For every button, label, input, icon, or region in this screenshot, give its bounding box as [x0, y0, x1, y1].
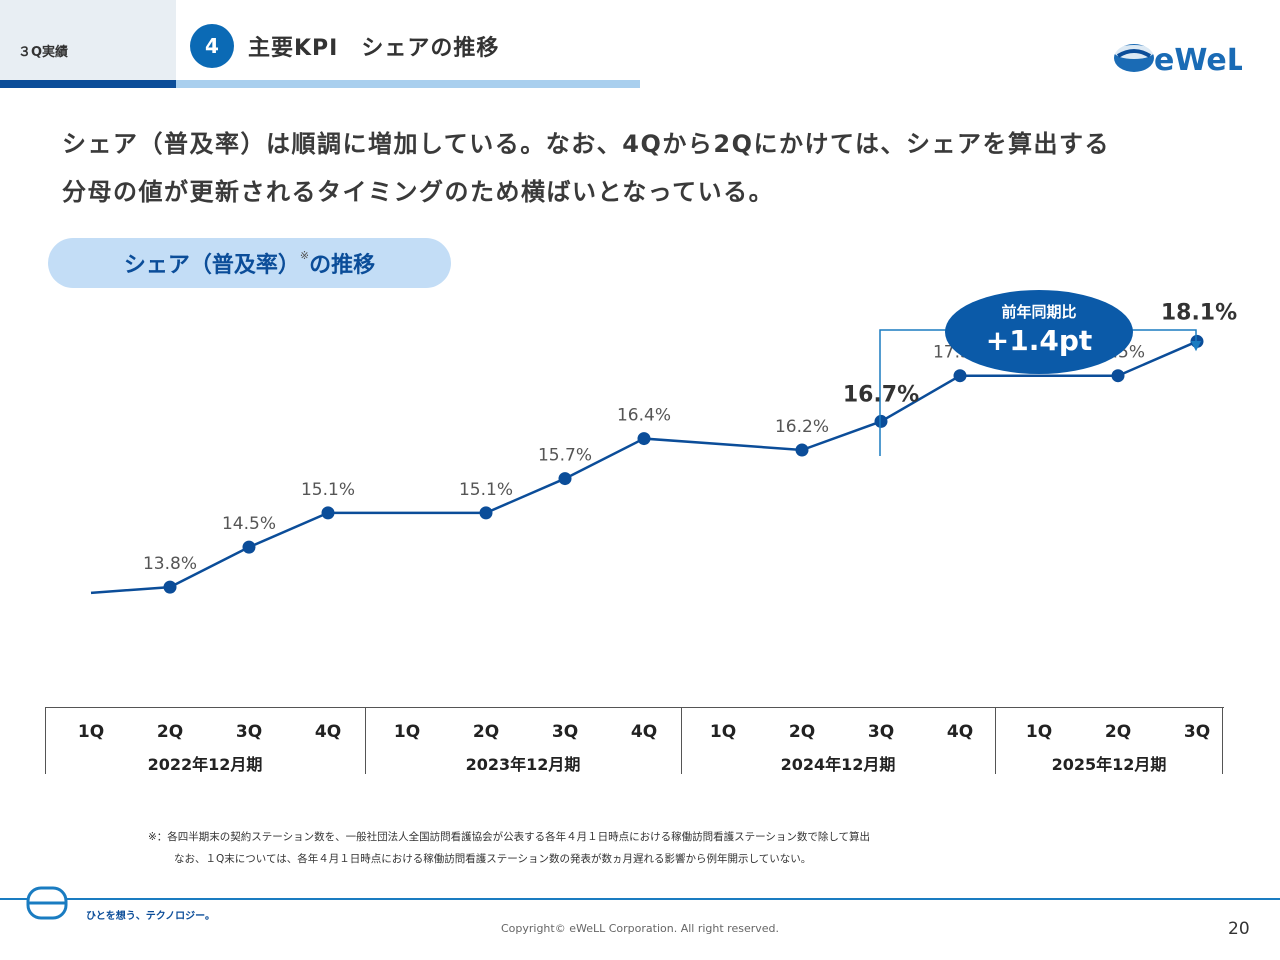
data-point-11 — [953, 369, 967, 383]
data-point-3 — [321, 506, 335, 520]
axis-divider — [995, 708, 996, 774]
fiscal-year-label: 2023年12月期 — [465, 755, 581, 774]
x-tick-label: 2Q — [156, 722, 184, 742]
callout-bubble — [945, 290, 1133, 374]
lead-line-2: 分母の値が更新されるタイミングのため横ばいとなっている。 — [62, 178, 775, 206]
data-label-14: 18.1% — [1161, 300, 1237, 325]
x-tick-label: 1Q — [393, 722, 421, 742]
data-label-10: 16.7% — [843, 382, 919, 407]
footer-line — [0, 898, 1280, 900]
footnote-1: ※：各四半期末の契約ステーション数を、一般社団法人全国訪問看護協会が公表する各年… — [148, 831, 871, 843]
logo-text: eWeLL — [1154, 43, 1242, 76]
data-point-7 — [637, 432, 651, 446]
page-title: 主要KPI シェアの推移 — [248, 36, 500, 61]
chart-title-mark: ※ — [299, 248, 310, 262]
share-line-chart: 13.8% 14.5% 15.1% 15.1% 15.7% 16.4% 16.2% 16.7%… — [90, 290, 1237, 595]
callout-arrow — [1130, 329, 1202, 352]
footnote-2: なお、１Q末については、各年４月１日時点における稼働訪問看護ステーション数の発表… — [174, 853, 812, 865]
data-point-9 — [795, 443, 809, 457]
x-tick-label: 2Q — [472, 722, 500, 742]
data-point-14 — [1190, 334, 1204, 348]
lead-line-1: シェア（普及率）は順調に増加している。なお、4Qから2Qにかけては、シェアを算出… — [62, 130, 1111, 158]
x-tick-label: 1Q — [1025, 722, 1053, 742]
lead-text: シェア（普及率）は順調に増加している。なお、4Qから2Qにかけては、シェアを算出… — [62, 120, 1242, 216]
data-point-10 — [874, 414, 888, 428]
data-label-1: 13.8% — [143, 554, 197, 574]
fiscal-year-label: 2025年12月期 — [1051, 755, 1167, 774]
axis-divider — [365, 708, 366, 774]
fiscal-year-label: 2024年12月期 — [780, 755, 896, 774]
ewell-logo: eWeLL — [1114, 43, 1242, 76]
data-point-6 — [558, 472, 572, 486]
x-tick-label: 2Q — [1104, 722, 1132, 742]
data-point-5 — [479, 506, 493, 520]
chart-title-pill: シェア（普及率） ※ の推移 — [48, 238, 451, 288]
chart-title-text: シェア（普及率） — [123, 253, 300, 278]
footer-tagline: ひとを想う、テクノロジー。 — [86, 911, 215, 922]
data-label-7: 16.4% — [617, 406, 671, 426]
chart-x-axis: 1Q 2Q 3Q 4Q 1Q 2Q 3Q 4Q 1Q 2Q 3Q 4Q 1Q 2Q 3Q 2022年12月期 2… — [45, 707, 1224, 774]
data-label-5: 15.1% — [459, 480, 513, 500]
x-tick-label: 4Q — [946, 722, 974, 742]
axis-divider — [681, 708, 682, 774]
data-label-3: 15.1% — [301, 480, 355, 500]
header-underline — [0, 80, 640, 88]
header-section-panel — [0, 0, 176, 88]
data-label-6: 15.7% — [538, 446, 592, 466]
footer-e-mark-icon — [26, 886, 68, 920]
x-tick-label: 1Q — [709, 722, 737, 742]
x-tick-label: 3Q — [235, 722, 263, 742]
section-number-badge: 4 — [190, 24, 234, 68]
section-label: ３Q実績 — [18, 45, 69, 60]
data-label-2: 14.5% — [222, 514, 276, 534]
footer-copyright: Copyright© eWeLL Corporation. All right … — [500, 922, 780, 935]
data-point-1 — [163, 580, 177, 594]
x-tick-label: 3Q — [551, 722, 579, 742]
data-label-9: 16.2% — [775, 417, 829, 437]
data-point-2 — [242, 540, 256, 554]
data-point-13 — [1111, 369, 1125, 383]
callout-label: 前年同期比 — [1001, 303, 1076, 321]
header-underline-accent — [0, 80, 176, 88]
callout-value: +1.4pt — [986, 324, 1093, 357]
callout-bracket — [879, 329, 946, 456]
axis-divider — [45, 708, 46, 774]
x-tick-label: 4Q — [630, 722, 658, 742]
x-tick-label: 4Q — [314, 722, 342, 742]
chart-title-suffix: の推移 — [309, 253, 376, 278]
x-tick-label: 3Q — [1183, 722, 1211, 742]
x-tick-label: 2Q — [788, 722, 816, 742]
axis-divider — [1222, 708, 1223, 774]
x-tick-label: 3Q — [867, 722, 895, 742]
x-tick-label: 1Q — [77, 722, 105, 742]
series-line — [90, 340, 1198, 595]
page-number: 20 — [1228, 919, 1250, 939]
fiscal-year-label: 2022年12月期 — [147, 755, 263, 774]
